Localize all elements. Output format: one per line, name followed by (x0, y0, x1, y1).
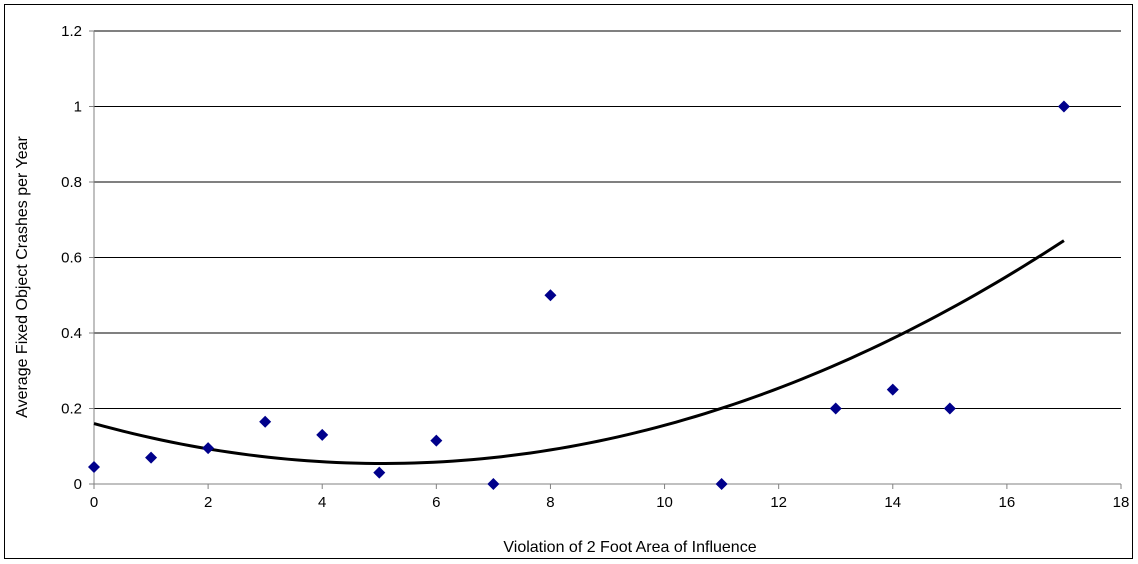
data-point-10 (829, 402, 842, 415)
x-tick-label-3: 6 (432, 494, 440, 511)
data-point-11 (886, 383, 899, 396)
data-point-13 (1057, 100, 1070, 113)
y-tick-label-6: 1.2 (61, 23, 82, 40)
data-point-9 (715, 478, 728, 490)
chart-frame (4, 4, 1133, 559)
data-point-5 (373, 466, 386, 479)
y-tick-label-5: 1 (74, 99, 82, 116)
trendline (93, 239, 1065, 465)
data-point-4 (316, 428, 329, 441)
data-point-6 (430, 434, 443, 447)
data-point-8 (544, 289, 557, 302)
x-tick-label-4: 8 (546, 494, 554, 511)
y-tick-label-3: 0.6 (61, 250, 82, 267)
x-tick-label-9: 18 (1113, 494, 1130, 511)
grid-lines (94, 30, 1121, 409)
tick-labels: 0 0.2 0.4 0.6 0.8 1 1.2 0 2 4 6 8 10 12 14 16 18 (61, 23, 1129, 511)
data-point-1 (145, 451, 158, 464)
x-tick-label-0: 0 (90, 494, 98, 511)
y-tick-label-2: 0.4 (61, 325, 82, 342)
y-tick-label-1: 0.2 (61, 401, 82, 418)
data-point-0 (88, 461, 100, 474)
x-tick-label-6: 12 (770, 494, 787, 511)
trendline-layer (93, 239, 1065, 465)
data-point-2 (202, 442, 215, 455)
data-points (88, 100, 1070, 490)
data-point-3 (259, 415, 272, 428)
x-axis-title: Violation of 2 Foot Area of Influence (503, 539, 756, 556)
y-axis-title: Average Fixed Object Crashes per Year (14, 136, 31, 418)
x-tick-label-5: 10 (656, 494, 673, 511)
y-tick-label-0: 0 (74, 476, 82, 493)
y-tick-label-4: 0.8 (61, 174, 82, 191)
data-point-12 (943, 402, 956, 415)
axes (89, 30, 1122, 489)
x-tick-label-8: 16 (999, 494, 1016, 511)
x-tick-label-1: 2 (204, 494, 212, 511)
data-point-7 (487, 478, 500, 490)
x-tick-label-7: 14 (884, 494, 901, 511)
x-tick-label-2: 4 (318, 494, 326, 511)
